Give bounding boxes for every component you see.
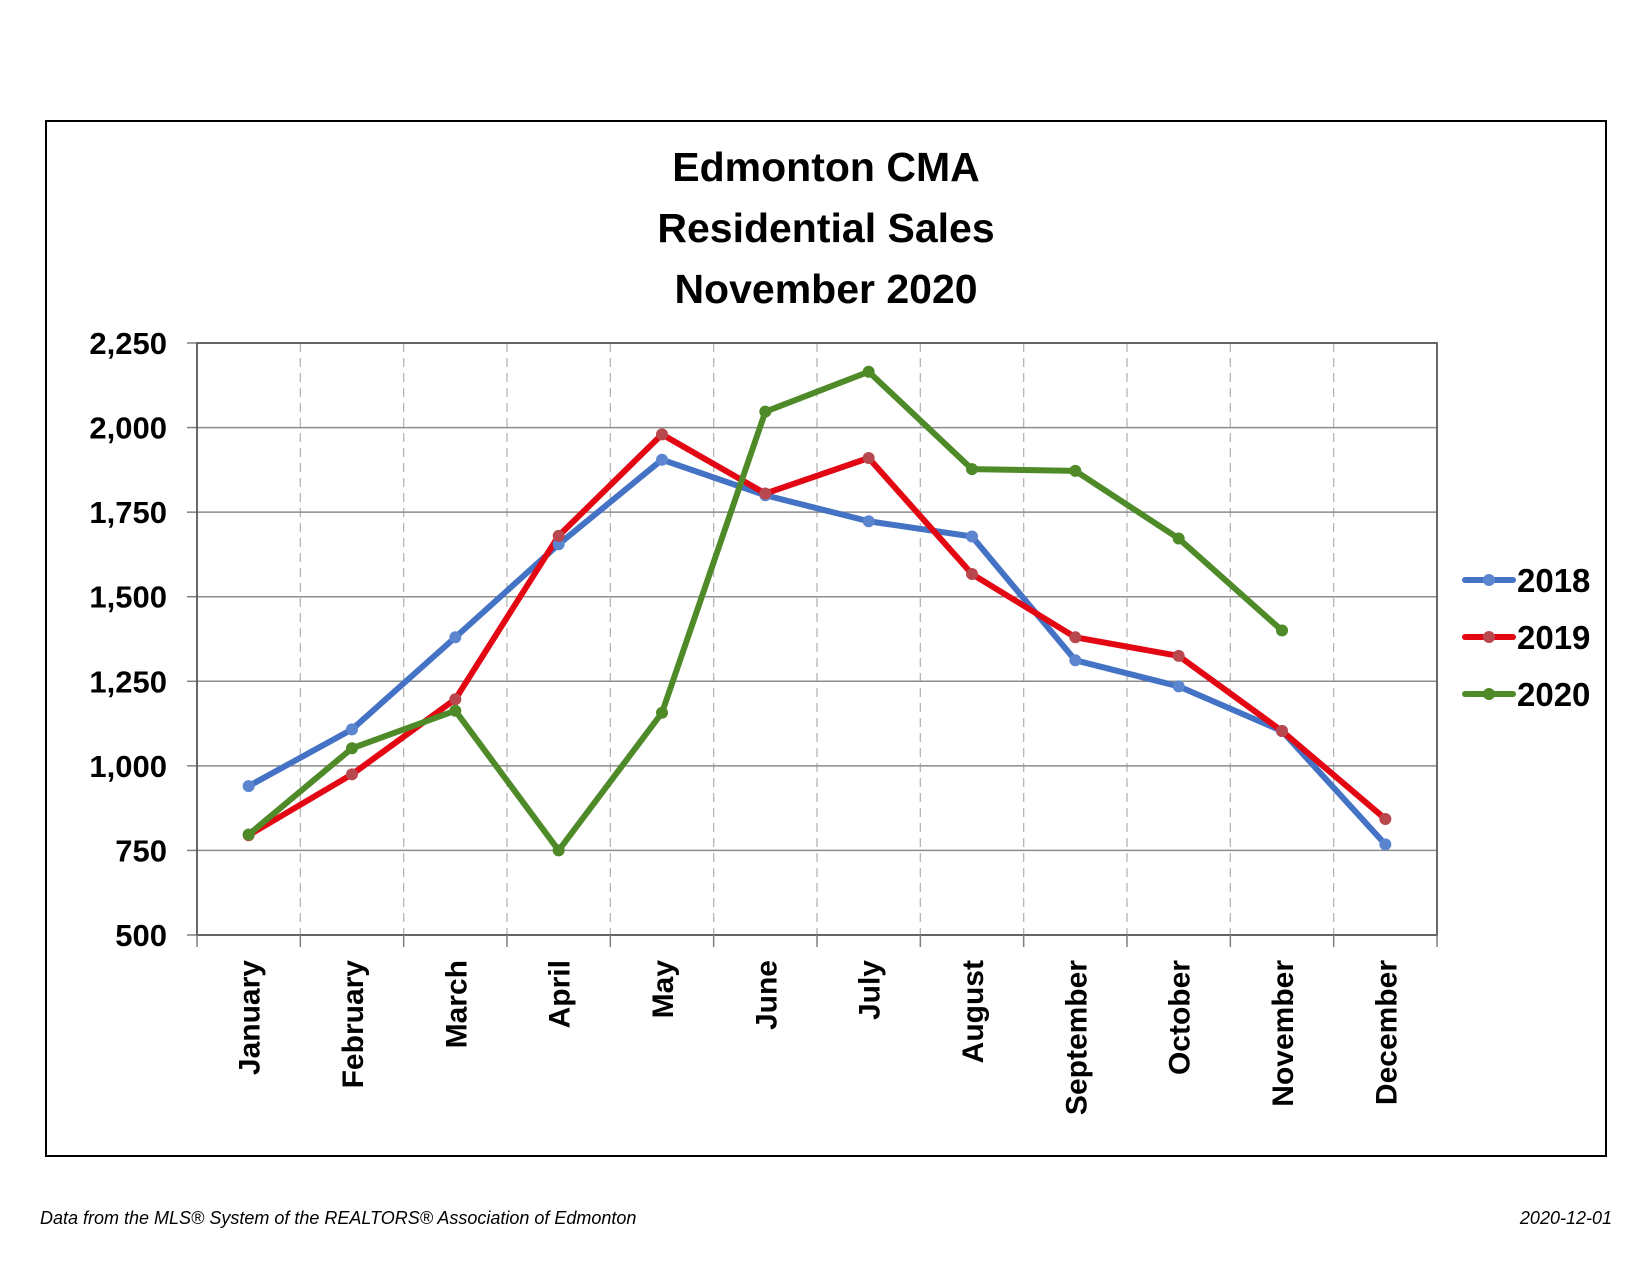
legend-label-2019: 2019 <box>1517 619 1590 656</box>
data-point-2019 <box>1379 812 1392 825</box>
x-category-label: April <box>544 960 577 1028</box>
legend-label-2018: 2018 <box>1517 562 1590 599</box>
x-category-label: November <box>1267 960 1300 1107</box>
data-point-2019 <box>966 568 978 581</box>
x-category-label: February <box>337 960 370 1089</box>
y-tick-label: 1,750 <box>89 495 167 530</box>
legend-marker-2020 <box>1483 688 1495 700</box>
data-point-2019 <box>1276 725 1288 738</box>
data-point-2020 <box>656 706 668 719</box>
x-category-label: July <box>854 960 887 1020</box>
x-category-label: October <box>1164 960 1197 1075</box>
data-point-2019 <box>656 428 668 441</box>
x-category-label: May <box>647 960 680 1019</box>
data-point-2018 <box>1379 838 1392 851</box>
data-point-2018 <box>1069 654 1082 667</box>
chart-title-line-3: November 2020 <box>674 266 978 312</box>
data-point-2018 <box>449 631 462 644</box>
y-tick-label: 1,250 <box>89 664 167 699</box>
data-point-2019 <box>1069 631 1082 644</box>
chart-frame <box>45 120 1607 1157</box>
data-point-2020 <box>759 405 772 418</box>
data-point-2020 <box>1069 464 1082 477</box>
data-point-2018 <box>656 453 668 466</box>
y-tick-label: 2,250 <box>89 326 167 361</box>
data-point-2018 <box>552 538 565 551</box>
data-point-2018 <box>346 723 358 736</box>
series-line-2019 <box>245 431 1389 839</box>
data-point-2020 <box>1172 532 1185 545</box>
data-point-2020 <box>552 844 565 857</box>
data-point-2018 <box>1172 680 1185 693</box>
y-tick-label: 2,000 <box>89 411 167 446</box>
x-category-label: September <box>1060 960 1093 1115</box>
data-point-2019 <box>346 768 358 781</box>
data-point-2020 <box>1276 624 1288 637</box>
data-point-2018 <box>242 780 255 793</box>
report-date: 2020-12-01 <box>1519 1208 1612 1228</box>
y-tick-label: 1,000 <box>89 749 167 784</box>
x-category-label: August <box>957 960 990 1063</box>
data-point-2020 <box>449 704 462 717</box>
x-category-label: December <box>1370 960 1403 1105</box>
data-point-2018 <box>966 530 978 543</box>
legend-label-2020: 2020 <box>1517 676 1590 713</box>
data-point-2020 <box>862 365 875 378</box>
data-source-note: Data from the MLS® System of the REALTOR… <box>40 1208 637 1228</box>
data-point-2020 <box>242 828 255 841</box>
x-category-label: January <box>234 960 267 1075</box>
chart-title-line-2: Residential Sales <box>657 205 995 251</box>
y-tick-label: 1,500 <box>89 580 167 615</box>
data-point-2020 <box>966 463 978 476</box>
chart-title-line-1: Edmonton CMA <box>672 144 980 190</box>
y-tick-label: 750 <box>115 833 167 868</box>
data-point-2019 <box>449 693 462 706</box>
y-tick-label: 500 <box>115 918 167 953</box>
data-point-2020 <box>346 742 358 755</box>
data-point-2019 <box>759 487 772 500</box>
legend-marker-2019 <box>1483 631 1495 643</box>
x-category-label: March <box>440 960 473 1048</box>
series-line-2018 <box>245 456 1389 848</box>
data-point-2019 <box>862 452 875 465</box>
legend-marker-2018 <box>1483 574 1495 586</box>
x-category-label: June <box>750 960 783 1030</box>
data-point-2018 <box>862 515 875 528</box>
data-point-2019 <box>552 529 565 542</box>
data-point-2019 <box>1172 649 1185 662</box>
